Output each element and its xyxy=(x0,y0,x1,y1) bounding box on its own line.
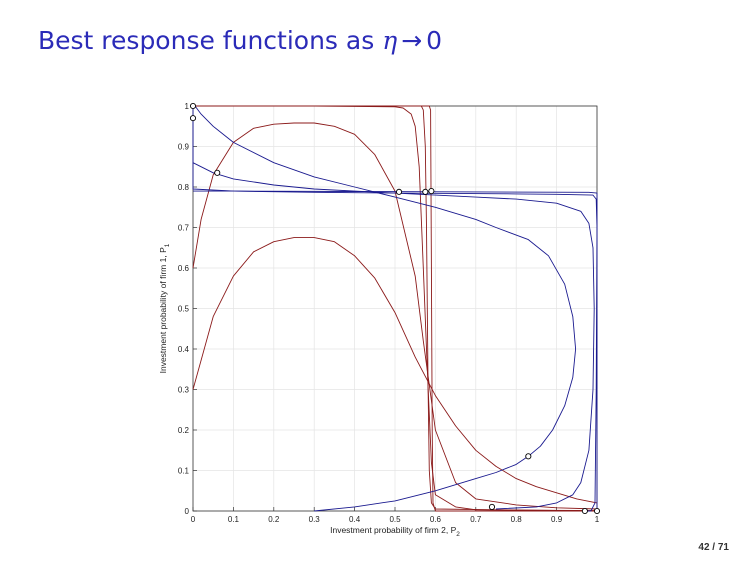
equilibrium-point xyxy=(525,453,532,460)
series-group xyxy=(192,105,598,512)
x-tick-label: 0.2 xyxy=(268,515,280,524)
equilibrium-point xyxy=(189,115,197,122)
y-axis-label-subscript: 1 xyxy=(164,243,171,247)
y-tick-label: 1 xyxy=(185,102,190,111)
arrow-symbol: → xyxy=(401,26,423,55)
y-tick-label: 0.1 xyxy=(178,467,190,476)
y-tick-label: 0.7 xyxy=(178,224,190,233)
page-current: 42 xyxy=(698,542,710,553)
x-axis-label-text: Investment probability of firm 2, P xyxy=(330,525,456,535)
firm1-best-response-curve-3 xyxy=(193,105,598,512)
y-axis-label-text: Investment probability of firm 1, P xyxy=(158,247,168,373)
chart-grid xyxy=(192,105,598,512)
equilibrium-point xyxy=(214,169,221,176)
y-tick-label: 0.9 xyxy=(178,143,190,152)
y-tick-label: 0.6 xyxy=(178,264,190,273)
title-limit: 0 xyxy=(426,26,443,55)
y-tick-label: 0 xyxy=(185,507,190,516)
x-tick-label: 1 xyxy=(595,515,600,524)
firm2-best-response-curve-9 xyxy=(193,190,598,511)
firm1-best-response-curve-2 xyxy=(192,122,598,510)
y-tick-label: 0.3 xyxy=(178,386,190,395)
equilibrium-point xyxy=(422,188,429,195)
y-tick-label: 0.4 xyxy=(178,345,190,354)
title-text: Best response functions as xyxy=(38,26,375,55)
x-tick-label: 0.5 xyxy=(389,515,401,524)
y-tick-label: 0.2 xyxy=(178,426,190,435)
axis-ticks: 0 0.1 0.2 0.3 0.4 0.5 0.6 0.7 0.8 0.9 1 0 0.1 0.2 0.3 0… xyxy=(178,102,600,524)
page-number: 42 / 71 xyxy=(698,542,729,553)
x-tick-label: 0.8 xyxy=(511,515,523,524)
equilibrium-point xyxy=(581,507,588,515)
x-axis-label-subscript: 2 xyxy=(456,531,460,538)
page-total: 71 xyxy=(717,542,729,553)
slide-title: Best response functions as η → 0 xyxy=(38,26,442,55)
equilibrium-point xyxy=(593,507,601,515)
equilibrium-point xyxy=(428,187,435,195)
equilibrium-point xyxy=(395,188,403,195)
firm2-best-response-curve-6 xyxy=(194,105,577,512)
x-tick-label: 0 xyxy=(191,515,196,524)
y-tick-label: 0.8 xyxy=(178,183,190,192)
firm1-best-response-curve-1 xyxy=(192,237,598,504)
x-axis-label: Investment probability of firm 2, P2 xyxy=(330,525,460,538)
x-tick-label: 0.4 xyxy=(349,515,361,524)
x-tick-label: 0.1 xyxy=(228,515,240,524)
y-tick-label: 0.5 xyxy=(178,305,190,314)
x-tick-label: 0.6 xyxy=(430,515,442,524)
x-tick-label: 0.9 xyxy=(551,515,563,524)
eta-symbol: η xyxy=(382,26,398,55)
x-tick-label: 0.7 xyxy=(470,515,482,524)
equilibrium-point xyxy=(189,102,197,110)
equilibrium-markers xyxy=(189,102,601,515)
x-tick-label: 0.3 xyxy=(309,515,321,524)
equilibrium-point xyxy=(488,503,496,511)
firm1-best-response-curve-5 xyxy=(193,105,597,512)
firm2-best-response-curve-7 xyxy=(192,106,595,510)
y-axis-label: Investment probability of firm 1, P1 xyxy=(158,243,171,373)
